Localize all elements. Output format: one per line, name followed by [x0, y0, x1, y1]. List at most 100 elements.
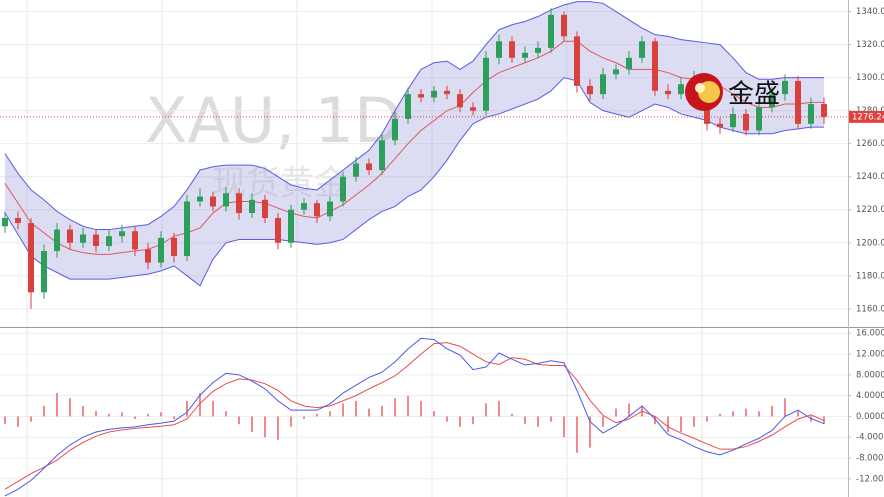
candle-body: [522, 52, 528, 58]
histogram-bar: [602, 416, 604, 427]
candle-body: [314, 203, 320, 217]
histogram-bar: [69, 398, 71, 417]
candle-body: [483, 57, 489, 111]
candle-body: [41, 251, 47, 293]
watermark: XAU, 1D: [145, 84, 402, 157]
histogram-bar: [238, 416, 240, 425]
last-price-label: 1276.24: [852, 112, 884, 122]
histogram-bar: [407, 395, 409, 417]
band-upper: [4, 1, 824, 231]
histogram-bar: [485, 403, 487, 417]
candle-body: [652, 41, 658, 91]
candle-body: [158, 237, 164, 263]
y-tick-label: 1180.00: [856, 271, 884, 281]
histogram-bar: [758, 411, 760, 417]
y-tick-label: 0.0000: [856, 412, 884, 422]
candle-body: [769, 94, 775, 108]
candle-body: [28, 222, 34, 293]
candle-body: [470, 107, 476, 111]
histogram-bar: [160, 412, 162, 417]
histogram-bar: [693, 416, 695, 427]
histogram-bar: [30, 416, 32, 422]
histogram-bar: [199, 393, 201, 417]
y-tick-label: -12.0000: [856, 474, 884, 484]
candle-body: [54, 229, 60, 252]
band-fill: [5, 1, 824, 286]
band-middle: [4, 40, 824, 255]
candle-body: [821, 104, 827, 117]
y-tick-label: 1200.00: [856, 238, 884, 248]
candle-body: [288, 209, 294, 243]
histogram-bar: [680, 416, 682, 433]
band-lower: [4, 77, 824, 287]
candle-body: [561, 14, 567, 37]
histogram-bar: [342, 403, 344, 417]
histogram-bar: [719, 413, 721, 417]
histogram-bar: [251, 416, 253, 433]
candle-body: [600, 74, 606, 95]
histogram-bar: [745, 408, 747, 417]
histogram-bar: [290, 416, 292, 427]
candle-body: [106, 236, 112, 247]
histogram-bar: [303, 416, 305, 420]
grid: [0, 11, 848, 480]
candle-body: [509, 41, 515, 58]
candle-body: [457, 94, 463, 108]
candle-body: [418, 94, 424, 98]
candle-body: [756, 107, 762, 131]
histogram-bar: [134, 416, 136, 420]
candle-body: [236, 193, 242, 214]
histogram-bar: [563, 416, 565, 438]
candle-body: [80, 234, 86, 243]
y-tick-label: 1340.00: [856, 7, 884, 17]
histogram-bar: [550, 416, 552, 422]
macd-line: [4, 337, 825, 497]
histogram-bar: [537, 416, 539, 427]
histogram-bar: [212, 400, 214, 417]
histogram-bar: [433, 411, 435, 417]
last-price-box: [849, 110, 884, 123]
candle-body: [730, 113, 736, 128]
candle-body: [171, 237, 177, 256]
histogram-bar: [355, 400, 357, 417]
candle-body: [431, 90, 437, 98]
histogram-bar: [381, 406, 383, 417]
histogram-bar: [173, 416, 175, 420]
candle-body: [67, 229, 73, 243]
candle-body: [717, 123, 723, 128]
candle-body: [366, 163, 372, 171]
candle-body: [223, 193, 229, 207]
candle-body: [184, 201, 190, 256]
histogram-bar: [771, 406, 773, 417]
y-tick-label: 1260.00: [856, 139, 884, 149]
signal-line: [4, 342, 825, 490]
histogram-bar: [667, 416, 669, 433]
histogram-bar: [511, 413, 513, 417]
candle-body: [782, 80, 788, 95]
histogram-bar: [264, 416, 266, 438]
axis-background: [849, 0, 884, 497]
y-tick-label: 1220.00: [856, 205, 884, 215]
histogram-bar: [43, 406, 45, 417]
candle-body: [795, 80, 801, 124]
candle-body: [444, 90, 450, 95]
candle-body: [665, 90, 671, 95]
histogram-bar: [368, 408, 370, 417]
histogram-bar: [4, 416, 6, 425]
candle-body: [210, 196, 216, 207]
candle-body: [808, 104, 814, 124]
candle-body: [340, 176, 346, 202]
histogram-bar: [524, 416, 526, 425]
histogram-bar: [147, 413, 149, 417]
logo: 金盛: [685, 73, 780, 111]
candle-body: [379, 140, 385, 171]
candle-body: [119, 231, 125, 237]
histogram-bar: [459, 416, 461, 427]
y-tick-label: 1320.00: [856, 40, 884, 50]
candle-body: [353, 163, 359, 177]
histogram-bar: [121, 412, 123, 417]
candle-body: [275, 218, 281, 243]
candle-body: [301, 203, 307, 210]
